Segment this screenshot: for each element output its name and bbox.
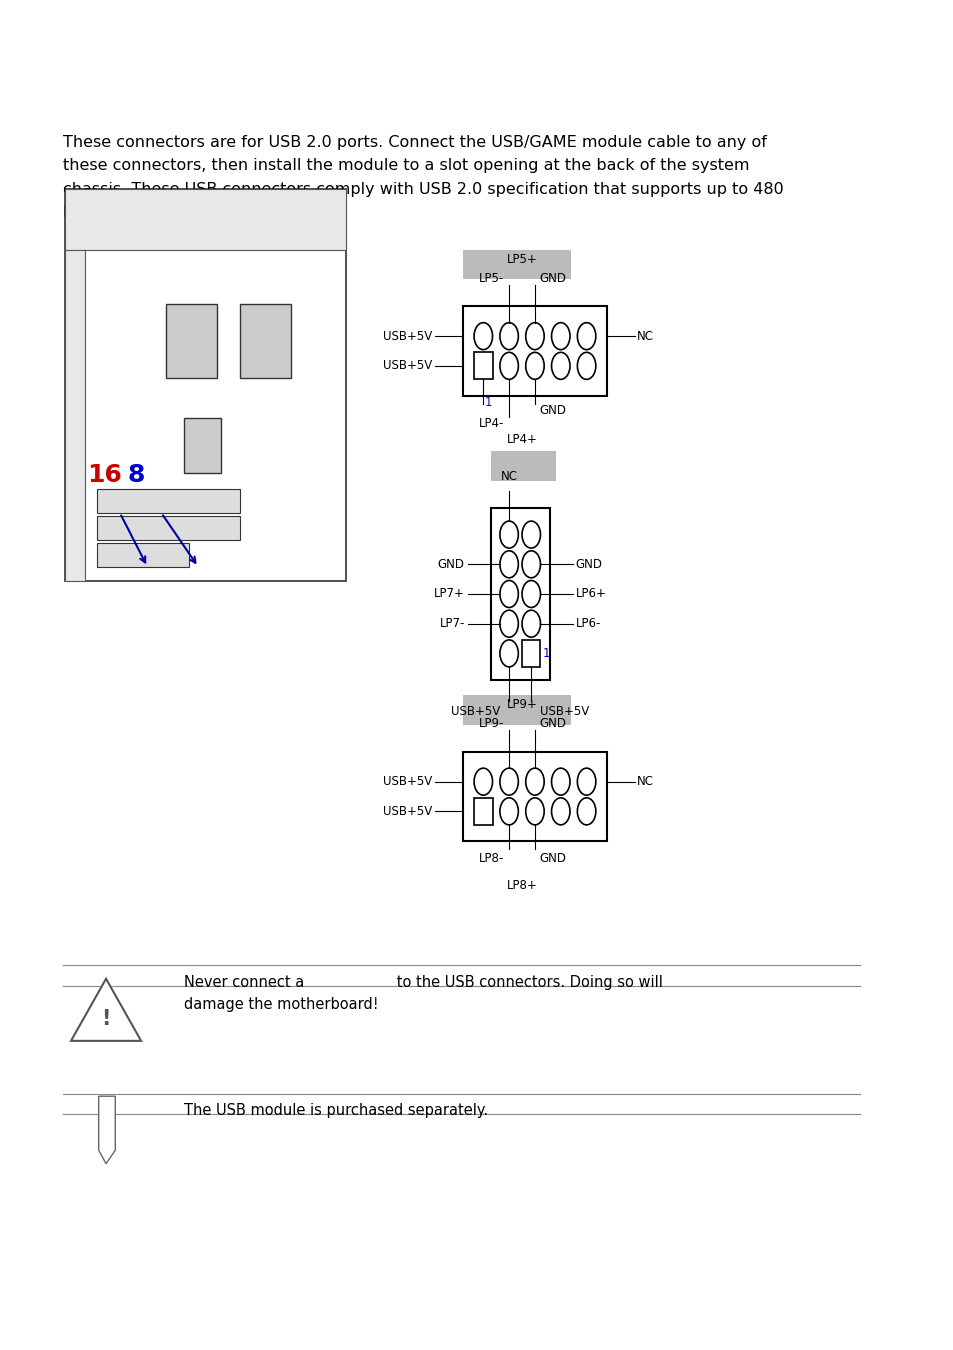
Bar [474, 798, 492, 825]
Circle shape [521, 610, 540, 637]
Circle shape [499, 521, 517, 548]
Bar [521, 640, 540, 667]
Text: GND: GND [539, 271, 566, 285]
Text: LP9+: LP9+ [506, 698, 537, 711]
Bar [462, 752, 606, 841]
Circle shape [499, 323, 517, 350]
Polygon shape [98, 1096, 115, 1164]
Text: 16: 16 [88, 463, 122, 487]
Text: LP6-: LP6- [575, 617, 600, 630]
Circle shape [474, 768, 492, 795]
Bar [474, 352, 492, 379]
Circle shape [525, 323, 543, 350]
Circle shape [525, 798, 543, 825]
Text: GND: GND [539, 404, 566, 417]
Circle shape [499, 580, 517, 608]
Text: USB+5V: USB+5V [383, 775, 432, 788]
Text: LP4-: LP4- [478, 417, 504, 431]
Circle shape [521, 580, 540, 608]
Bar [490, 451, 555, 481]
Circle shape [499, 352, 517, 379]
Text: NC: NC [637, 329, 654, 343]
Circle shape [577, 798, 596, 825]
Text: GND: GND [575, 558, 602, 571]
Text: LP5+: LP5+ [506, 252, 537, 266]
Text: GND: GND [437, 558, 464, 571]
Circle shape [551, 323, 569, 350]
Text: LP8-: LP8- [478, 852, 504, 865]
Circle shape [499, 798, 517, 825]
Circle shape [499, 551, 517, 578]
Text: 8: 8 [127, 463, 145, 487]
Text: !: ! [101, 1010, 111, 1029]
Circle shape [521, 521, 540, 548]
Text: USB+5V: USB+5V [450, 705, 499, 718]
Bar [65, 250, 85, 580]
Circle shape [525, 352, 543, 379]
Bar [184, 418, 221, 472]
Circle shape [474, 323, 492, 350]
Bar [97, 543, 189, 567]
Text: LP6+: LP6+ [575, 587, 606, 601]
Text: LP7+: LP7+ [434, 587, 464, 601]
Text: 1: 1 [541, 647, 549, 660]
Bar [65, 189, 346, 250]
Circle shape [499, 610, 517, 637]
Circle shape [521, 551, 540, 578]
Text: NC: NC [500, 470, 517, 483]
Bar [97, 516, 239, 540]
Bar [462, 250, 570, 279]
Text: USB+5V: USB+5V [383, 805, 432, 818]
Text: GND: GND [539, 852, 566, 865]
Circle shape [499, 768, 517, 795]
Text: Never connect a                    to the USB connectors. Doing so will
damage t: Never connect a to the USB connectors. D… [184, 975, 662, 1012]
Text: GND: GND [539, 717, 566, 730]
Text: LP7-: LP7- [439, 617, 464, 630]
Text: LP9-: LP9- [478, 717, 504, 730]
Text: LP5-: LP5- [478, 271, 504, 285]
Circle shape [577, 323, 596, 350]
Text: The USB module is purchased separately.: The USB module is purchased separately. [184, 1103, 488, 1118]
Text: LP4+: LP4+ [506, 433, 537, 447]
Circle shape [551, 768, 569, 795]
Text: USB+5V: USB+5V [540, 705, 589, 718]
Bar [490, 508, 549, 680]
Circle shape [551, 352, 569, 379]
Circle shape [525, 768, 543, 795]
Circle shape [577, 768, 596, 795]
Circle shape [499, 640, 517, 667]
Bar [462, 306, 606, 396]
Text: USB+5V: USB+5V [383, 329, 432, 343]
Polygon shape [71, 979, 141, 1041]
Bar [65, 189, 346, 580]
Bar [239, 304, 291, 378]
Bar [462, 695, 570, 725]
Text: 1: 1 [485, 396, 492, 409]
Text: USB+5V: USB+5V [383, 359, 432, 373]
Text: These connectors are for USB 2.0 ports. Connect the USB/GAME module cable to any: These connectors are for USB 2.0 ports. … [63, 135, 782, 220]
Text: LP8+: LP8+ [506, 879, 537, 892]
Text: NC: NC [637, 775, 654, 788]
Bar [166, 304, 216, 378]
Circle shape [577, 352, 596, 379]
Bar [97, 489, 239, 513]
Circle shape [551, 798, 569, 825]
